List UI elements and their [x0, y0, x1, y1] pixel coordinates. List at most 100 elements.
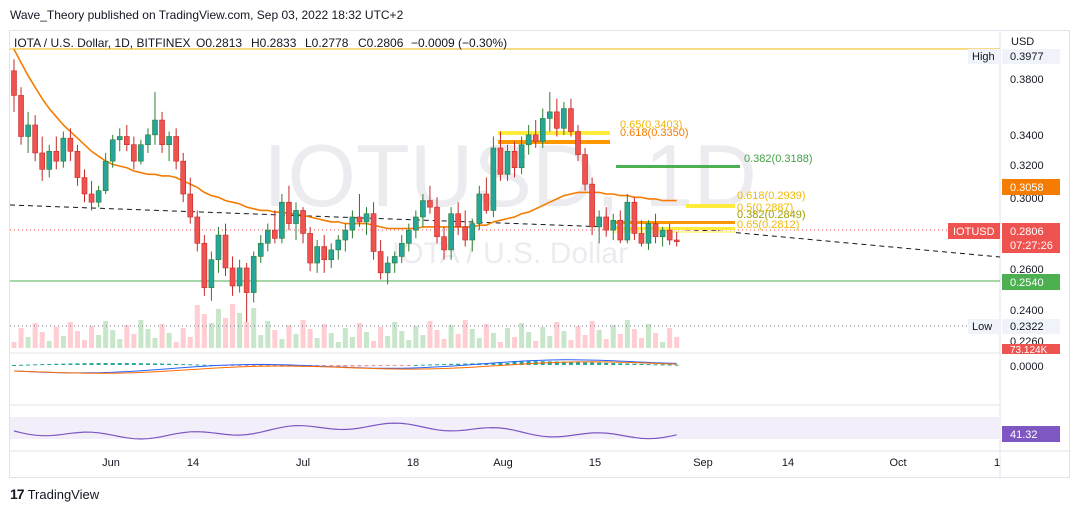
macd-histogram-bar: [336, 365, 341, 367]
candle-body: [391, 256, 398, 264]
tradingview-brand[interactable]: TradingView: [27, 486, 100, 502]
candle-body: [138, 144, 144, 162]
volume-bar: [378, 327, 384, 348]
symbol-legend: IOTA / U.S. Dollar, 1D, BITFINEX O0.2813…: [14, 36, 1034, 50]
volume-bar: [568, 340, 574, 348]
volume-bar: [364, 332, 369, 348]
volume-bar: [159, 324, 165, 348]
macd-histogram-bar: [378, 365, 383, 366]
volume-bar: [392, 322, 398, 348]
macd-histogram-bar: [590, 362, 595, 365]
volume-bar: [110, 330, 116, 348]
macd-histogram-bar: [195, 364, 200, 366]
macd-histogram-bar: [420, 364, 425, 366]
macd-histogram-bar: [54, 363, 59, 365]
volume-bar: [314, 338, 320, 348]
macd-histogram-bar: [442, 364, 447, 366]
macd-histogram-bar: [251, 365, 256, 367]
fibonacci-labels: 0.65(0.3403)0.618(0.3350) 0.382(0.3188) 0.…: [620, 119, 813, 231]
rsi-tag-value: 41.32: [1010, 429, 1038, 441]
volume-bar: [483, 324, 489, 348]
fib-label: 0.618(0.3350): [620, 127, 689, 139]
volume-bar: [646, 324, 651, 348]
candle-body: [645, 223, 652, 244]
last-price-value: 0.2806: [1010, 226, 1044, 238]
volume-bar: [434, 330, 440, 348]
volume-bar: [399, 331, 405, 348]
candle-body: [469, 223, 476, 241]
macd-histogram-bar: [174, 363, 179, 365]
volume-bar: [653, 333, 659, 348]
volume-bar: [138, 320, 144, 348]
candle-body: [617, 219, 624, 241]
ema-tag-value: 0.3058: [1010, 182, 1044, 194]
candle-body: [420, 200, 426, 218]
volume-bar: [103, 321, 109, 348]
price-tick-label: 0.3000: [1010, 193, 1044, 205]
volume-bar: [286, 325, 292, 348]
macd-histogram-bar: [618, 363, 623, 365]
candle-body: [314, 246, 320, 264]
volume-bar: [251, 308, 257, 348]
candle-body: [575, 131, 581, 155]
legend-close: C0.2806: [358, 36, 404, 50]
macd-histogram-bar: [505, 363, 510, 365]
macd-histogram-bar: [611, 363, 616, 365]
tradingview-logo-icon[interactable]: 17: [10, 486, 25, 502]
candle-body: [257, 242, 264, 257]
volume-bar: [476, 338, 482, 348]
candle-body: [81, 177, 88, 195]
volume-bar: [201, 314, 207, 348]
fib-zone-lower-065: [613, 231, 735, 233]
macd-histogram-bar: [561, 361, 566, 365]
price-tick-label: 0.2600: [1010, 264, 1044, 276]
footer[interactable]: 17 TradingView: [10, 484, 99, 504]
price-tick-label: 0.2400: [1010, 305, 1044, 317]
candle-body: [272, 229, 278, 239]
macd-histogram-bar: [385, 365, 390, 366]
volume-bar: [413, 326, 419, 348]
macd-histogram-bar: [26, 364, 31, 366]
low-tag-value: 0.2322: [1010, 321, 1044, 333]
macd-histogram-bar: [244, 365, 249, 367]
volume-bar: [96, 335, 102, 348]
candle-body: [638, 233, 645, 244]
chart-canvas[interactable]: IOTUSD, 1D IOTA / U.S. Dollar 0.65(0.340…: [10, 31, 1071, 479]
candle-body: [631, 201, 638, 234]
macd-histogram-bar: [12, 365, 16, 366]
volume-bar: [603, 339, 609, 348]
candle-body: [286, 201, 292, 224]
fib-zone-lower-0618: [613, 221, 735, 224]
macd-histogram-bar: [456, 363, 461, 365]
candle-body: [518, 144, 525, 169]
candle-body: [293, 210, 299, 224]
macd-histogram-bar: [110, 363, 115, 365]
grid: [10, 31, 1071, 479]
volume-bar: [490, 333, 496, 348]
candle-body: [67, 137, 74, 152]
macd-histogram-bar: [484, 363, 489, 365]
macd-histogram-bar: [181, 364, 186, 366]
volume-bar: [265, 321, 271, 348]
candle-body: [441, 236, 447, 251]
candle-body: [321, 246, 328, 261]
volume-bar: [420, 335, 426, 348]
volume-bar: [512, 337, 518, 348]
time-tick-label: Aug: [493, 457, 513, 469]
macd-histogram-bar: [40, 364, 45, 366]
chart-frame[interactable]: IOTUSD, 1D IOTA / U.S. Dollar 0.65(0.340…: [9, 30, 1071, 479]
volume-bars: [11, 304, 680, 348]
currency-label: USD: [1011, 36, 1034, 48]
candle-body: [666, 229, 673, 241]
volume-bar: [124, 325, 130, 348]
publisher-line: Wave_Theory published on TradingView.com…: [10, 8, 404, 22]
high-tag-label: High: [972, 51, 995, 63]
volume-bar: [208, 323, 214, 348]
candle-body: [307, 233, 313, 264]
candle-body: [448, 213, 454, 251]
candle-body: [546, 111, 553, 119]
watermark-name: IOTA / U.S. Dollar: [392, 237, 628, 270]
volume-bar: [526, 332, 532, 348]
candle-body: [610, 219, 617, 231]
volume-bar: [131, 334, 137, 348]
